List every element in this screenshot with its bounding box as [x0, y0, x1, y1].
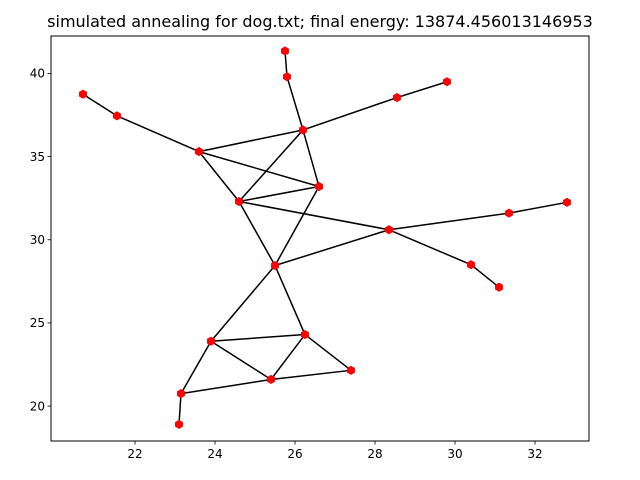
node-point [79, 89, 87, 99]
node-point [563, 197, 571, 207]
node-point [393, 92, 401, 103]
edge-line [270, 369, 352, 381]
edge-line [396, 81, 448, 99]
node-point [505, 208, 513, 218]
node-point [195, 147, 203, 157]
edge-line [116, 115, 200, 153]
edge-line [180, 340, 212, 394]
x-tick-label: 22 [127, 447, 142, 461]
node-point [347, 365, 355, 375]
axes-frame [50, 35, 590, 442]
node-point [271, 260, 279, 271]
edge-line [178, 393, 182, 425]
node-point [235, 196, 243, 207]
y-tick-label: 20 [30, 399, 45, 413]
edge-line [286, 76, 304, 131]
node-point [281, 46, 289, 56]
edge-line [238, 200, 390, 231]
node-point [315, 181, 323, 192]
x-tick-label: 32 [527, 447, 542, 461]
y-tick-label: 40 [30, 67, 45, 81]
x-tick-label: 26 [287, 447, 302, 461]
y-tick-label: 35 [30, 150, 45, 164]
node-point [267, 374, 275, 385]
node-point [175, 419, 183, 429]
node-point [495, 282, 503, 292]
edge-line [238, 185, 320, 203]
edge-line [270, 334, 306, 380]
edges-layer [82, 50, 568, 425]
edge-line [302, 96, 398, 131]
x-tick-label: 28 [367, 447, 382, 461]
edge-line [198, 129, 304, 153]
edge-line [274, 186, 320, 266]
edge-line [82, 93, 118, 117]
edge-line [470, 264, 500, 288]
nodes-layer [79, 46, 571, 429]
edge-line [304, 333, 352, 371]
edge-line [210, 265, 276, 342]
edge-line [274, 229, 390, 267]
node-point [283, 72, 291, 82]
edge-line [274, 265, 306, 335]
edge-line [198, 151, 240, 202]
node-point [299, 125, 307, 135]
y-axis: 20 25 30 35 40 [30, 67, 51, 413]
node-point [177, 389, 185, 399]
y-tick-label: 30 [30, 233, 45, 247]
edge-line [210, 340, 272, 381]
node-point [467, 260, 475, 270]
edge-line [180, 378, 272, 395]
edge-line [508, 201, 568, 214]
edge-line [238, 129, 304, 202]
edge-line [238, 201, 276, 266]
edge-line [388, 229, 472, 266]
node-point [443, 77, 451, 87]
x-tick-label: 24 [207, 447, 222, 461]
node-point [207, 336, 215, 346]
node-point [113, 111, 121, 121]
chart-title: simulated annealing for dog.txt; final e… [47, 12, 593, 31]
y-tick-label: 25 [30, 316, 45, 330]
edge-line [388, 212, 510, 231]
x-tick-label: 30 [447, 447, 462, 461]
x-axis: 22 24 26 28 30 32 [127, 441, 543, 461]
node-point [385, 225, 393, 235]
edge-line [198, 150, 320, 188]
edge-line [302, 129, 320, 187]
node-point [301, 330, 309, 340]
edge-line [210, 333, 306, 342]
